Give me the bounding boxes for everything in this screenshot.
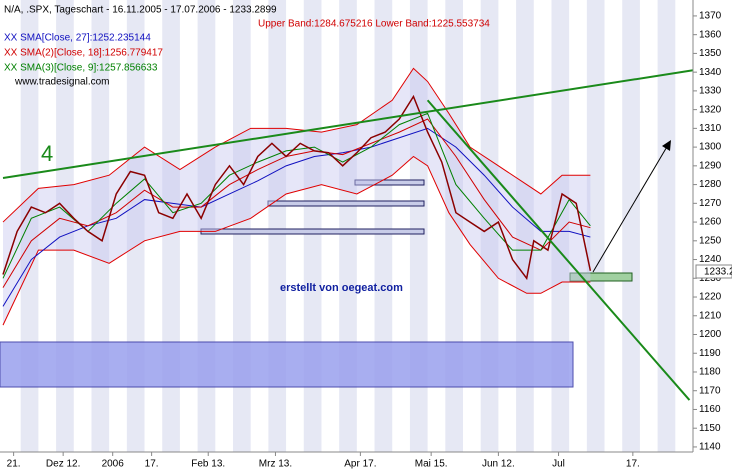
y-tick-label: 1190	[699, 348, 721, 359]
zone-box	[0, 341, 574, 388]
y-tick-label: 1210	[699, 310, 722, 321]
y-tick-label: 1240	[699, 254, 722, 265]
y-tick-label: 1140	[699, 442, 721, 453]
x-tick-label: 17.	[626, 459, 640, 470]
legend-entry: XX SMA(2)[Close, 18]:1256.779417	[4, 48, 163, 59]
week-stripe	[339, 0, 357, 452]
upper-band	[2, 67, 591, 223]
sma-line	[2, 118, 591, 288]
y-tick-label: 1290	[699, 160, 722, 171]
support-box	[267, 200, 425, 207]
week-stripe	[91, 0, 110, 452]
y-tick-label: 1200	[699, 329, 722, 340]
x-tick-label: 17.	[145, 459, 159, 470]
y-tick-label: 1370	[699, 11, 722, 22]
week-stripe	[303, 0, 322, 452]
x-tick-label: Jun 12.	[482, 459, 515, 470]
support-box	[354, 179, 425, 186]
arrow-head	[662, 140, 671, 151]
support-box	[200, 228, 425, 235]
week-stripe	[622, 0, 640, 452]
week-stripe	[56, 0, 74, 452]
week-stripe	[268, 0, 287, 452]
last-price-label: 1233.2	[704, 267, 732, 278]
annotation-number: 4	[41, 141, 53, 166]
sma-line	[2, 112, 591, 279]
band-fill	[3, 68, 591, 326]
week-stripe	[374, 0, 393, 452]
y-tick-label: 1180	[699, 367, 721, 378]
x-tick-label: Feb 13.	[191, 459, 225, 470]
x-tick-label: Jul	[552, 459, 565, 470]
y-tick-label: 1320	[699, 104, 722, 115]
chart-title: N/A, .SPX, Tageschart - 16.11.2005 - 17.…	[4, 5, 277, 16]
week-stripe	[551, 0, 570, 452]
last-price-box	[695, 264, 732, 279]
y-tick-label: 1340	[699, 67, 722, 78]
x-tick-label: Dez 12.	[46, 459, 80, 470]
sma-line	[2, 127, 591, 307]
y-tick-label: 1160	[699, 404, 721, 415]
target-box	[569, 272, 633, 282]
axis-panel	[693, 0, 732, 473]
y-tick-label: 1260	[699, 217, 722, 228]
y-tick-label: 1280	[699, 179, 722, 190]
source: www.tradesignal.com	[14, 77, 109, 88]
y-tick-label: 1330	[699, 86, 722, 97]
legend-entry: XX SMA[Close, 27]:1252.235144	[4, 33, 151, 44]
week-stripe	[445, 0, 463, 452]
x-tick-label: Mai 15.	[415, 459, 448, 470]
y-tick-label: 1360	[699, 29, 722, 40]
week-stripe	[20, 0, 39, 452]
y-tick-label: 1170	[699, 385, 721, 396]
week-stripe	[197, 0, 216, 452]
arrow	[592, 144, 669, 273]
y-tick-label: 1300	[699, 142, 722, 153]
watermark: erstellt von oegeat.com	[280, 282, 403, 294]
y-tick-label: 1220	[699, 292, 722, 303]
trendline	[2, 69, 694, 180]
band-label: Upper Band:1284.675216 Lower Band:1225.5…	[258, 19, 490, 30]
trendline	[426, 99, 691, 401]
legend-entry: XX SMA(3)[Close, 9]:1257.856633	[4, 63, 158, 74]
x-tick-label: 2006	[102, 459, 125, 470]
week-stripe	[657, 0, 676, 452]
y-tick-label: 1250	[699, 235, 722, 246]
y-tick-label: 1150	[699, 423, 721, 434]
week-stripe	[586, 0, 605, 452]
y-tick-label: 1350	[699, 48, 722, 59]
week-stripe	[126, 0, 145, 452]
lower-band	[2, 155, 591, 326]
y-tick-label: 1310	[699, 123, 722, 134]
x-tick-label: Mrz 13.	[259, 459, 292, 470]
week-stripe	[516, 0, 534, 452]
week-stripe	[480, 0, 499, 452]
y-tick-label: 1270	[699, 198, 722, 209]
week-stripe	[233, 0, 251, 452]
x-tick-label: 21.	[7, 459, 21, 470]
x-tick-label: Apr 17.	[344, 459, 376, 470]
week-stripe	[162, 0, 180, 452]
price-line	[2, 94, 592, 281]
